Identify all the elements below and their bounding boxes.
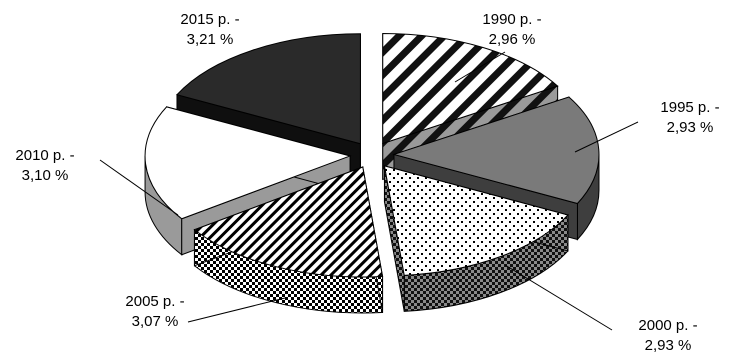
pie-slice-top xyxy=(382,32,559,145)
slice-label-year: 2005 р. - xyxy=(125,293,184,310)
leader-line-5 xyxy=(99,159,179,216)
slice-label-3: 2000 р. - 2,93 % xyxy=(638,317,697,354)
leader-line-4 xyxy=(187,297,286,323)
slice-label-value: 3,10 % xyxy=(22,167,69,184)
slice-label-value: 2,96 % xyxy=(489,31,536,48)
pie-slice-top xyxy=(392,96,600,205)
leader-line-2 xyxy=(574,121,639,153)
leader-line-3 xyxy=(504,264,613,331)
slice-labels: 1990 р. -2,96 %1995 р. -2,93 %2000 р. -2… xyxy=(15,11,719,354)
slice-label-year: 1995 р. - xyxy=(660,99,719,116)
pie-slice-top xyxy=(193,166,384,278)
pie-slice-top xyxy=(383,165,569,276)
slice-label-1: 1990 р. - 2,96 % xyxy=(482,11,541,48)
slice-label-value: 2,93 % xyxy=(645,337,692,354)
slice-label-year: 2010 р. - xyxy=(15,147,74,164)
slice-label-6: 2015 р. - 3,21 % xyxy=(180,11,239,48)
slice-label-value: 3,07 % xyxy=(132,313,179,330)
slice-label-value: 2,93 % xyxy=(667,119,714,136)
pie-slice-3 xyxy=(383,165,569,312)
leader-lines xyxy=(99,51,639,331)
slice-label-2: 1995 р. - 2,93 % xyxy=(660,99,719,136)
slice-label-year: 2000 р. - xyxy=(638,317,697,334)
slice-label-year: 1990 р. - xyxy=(482,11,541,28)
pie-slices xyxy=(144,32,600,314)
slice-label-year: 2015 р. - xyxy=(180,11,239,28)
slice-label-4: 2005 р. - 3,07 % xyxy=(125,293,184,330)
pie-slice-4 xyxy=(193,166,384,314)
slice-label-value: 3,21 % xyxy=(187,31,234,48)
pie-slice-top xyxy=(144,106,352,220)
pie-slice-top xyxy=(176,33,361,145)
leader-line-1 xyxy=(454,51,506,83)
slice-label-5: 2010 р. - 3,10 % xyxy=(15,147,74,184)
